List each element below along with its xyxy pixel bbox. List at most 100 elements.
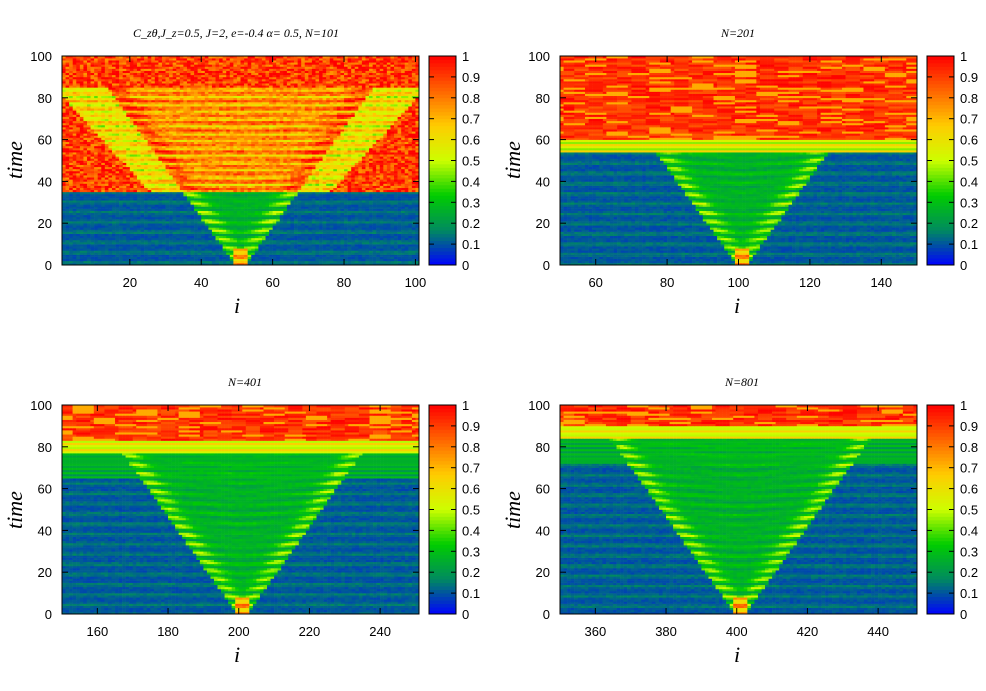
heatmap-cell <box>355 250 359 252</box>
heatmap-cell <box>237 259 241 261</box>
heatmap-cell <box>315 248 319 250</box>
heatmap-cell <box>383 261 387 263</box>
heatmap-cell <box>226 261 230 263</box>
heatmap-cell <box>333 259 337 261</box>
heatmap-cell <box>315 259 319 261</box>
heatmap-cell <box>112 257 116 259</box>
heatmap-cell <box>358 252 362 254</box>
heatmap-cell <box>255 244 259 246</box>
heatmap-cell <box>198 250 202 252</box>
heatmap-cell <box>83 252 87 254</box>
heatmap-cell <box>273 244 277 246</box>
heatmap-cell <box>365 257 369 259</box>
heatmap-cell <box>162 246 166 248</box>
heatmap-cell <box>319 248 323 250</box>
heatmap-cell <box>187 244 191 246</box>
heatmap-cell <box>369 252 373 254</box>
heatmap-cell <box>287 261 291 263</box>
heatmap-cell <box>69 255 73 257</box>
heatmap-cell <box>219 261 223 263</box>
heatmap-cell <box>330 252 334 254</box>
heatmap-cell <box>116 250 120 252</box>
heatmap-cell <box>151 259 155 261</box>
heatmap-cell <box>219 259 223 261</box>
heatmap-cell <box>133 246 137 248</box>
heatmap-cell <box>62 261 66 263</box>
heatmap-cell <box>183 248 187 250</box>
heatmap-cell <box>255 261 259 263</box>
heatmap-cell <box>358 259 362 261</box>
heatmap-cell <box>83 259 87 261</box>
heatmap-cell <box>394 261 398 263</box>
heatmap-cell <box>91 261 95 263</box>
heatmap-cell <box>123 250 127 252</box>
heatmap-cell <box>166 261 170 263</box>
heatmap-cell <box>144 261 148 263</box>
heatmap-cell <box>362 255 366 257</box>
heatmap-cell <box>98 261 102 263</box>
heatmap-cell <box>87 259 91 261</box>
heatmap-cell <box>112 261 116 263</box>
heatmap-cell <box>176 257 180 259</box>
heatmap-cell <box>280 261 284 263</box>
heatmap-cell <box>394 255 398 257</box>
heatmap-cell <box>333 261 337 263</box>
heatmap-cell <box>183 261 187 263</box>
heatmap-cell <box>287 259 291 261</box>
heatmap-cell <box>73 250 77 252</box>
heatmap-cell <box>369 257 373 259</box>
heatmap-cell <box>333 255 337 257</box>
heatmap-cell <box>326 257 330 259</box>
heatmap-cell <box>233 246 237 248</box>
heatmap-cell <box>241 252 245 254</box>
heatmap-cell <box>76 261 80 263</box>
heatmap-cell <box>205 255 209 257</box>
heatmap-cell <box>330 257 334 259</box>
heatmap-cell <box>290 250 294 252</box>
heatmap-cell <box>283 248 287 250</box>
heatmap-cell <box>116 248 120 250</box>
heatmap-cell <box>137 259 141 261</box>
heatmap-cell <box>183 259 187 261</box>
heatmap-cell <box>166 248 170 250</box>
heatmap-cell <box>244 255 248 257</box>
heatmap-cell <box>394 248 398 250</box>
heatmap-cell <box>298 261 302 263</box>
heatmap-cell <box>241 261 245 263</box>
heatmap-cell <box>191 248 195 250</box>
heatmap-cell <box>305 259 309 261</box>
heatmap-cell <box>362 257 366 259</box>
heatmap-cell <box>326 250 330 252</box>
heatmap-cell <box>169 250 173 252</box>
heatmap-cell <box>401 259 405 261</box>
heatmap-cell <box>408 255 412 257</box>
heatmap-cell <box>216 255 220 257</box>
heatmap-cell <box>162 255 166 257</box>
heatmap-cell <box>137 244 141 246</box>
heatmap-cell <box>383 259 387 261</box>
heatmap-cell <box>294 257 298 259</box>
heatmap-cell <box>248 244 252 246</box>
heatmap-cell <box>241 248 245 250</box>
heatmap-cell <box>344 257 348 259</box>
heatmap-cell <box>226 255 230 257</box>
heatmap-cell <box>248 246 252 248</box>
heatmap-cell <box>83 261 87 263</box>
heatmap-cell <box>405 250 409 252</box>
heatmap-cell <box>212 261 216 263</box>
heatmap-cell <box>265 244 269 246</box>
heatmap-cell <box>376 246 380 248</box>
heatmap-cell <box>394 250 398 252</box>
heatmap-cell <box>201 252 205 254</box>
heatmap-cell <box>373 259 377 261</box>
heatmap-cell <box>398 255 402 257</box>
heatmap-cell <box>69 261 73 263</box>
heatmap-cell <box>144 259 148 261</box>
panel-1: C_zθ,J_z=0.5, J=2, e=-0.4 α= 0.5, N=101 … <box>2 26 480 318</box>
heatmap-cell <box>301 250 305 252</box>
heatmap-cell <box>337 246 341 248</box>
heatmap-cell <box>387 246 391 248</box>
heatmap-cell <box>123 252 127 254</box>
heatmap-cell <box>205 248 209 250</box>
heatmap-cell <box>226 248 230 250</box>
